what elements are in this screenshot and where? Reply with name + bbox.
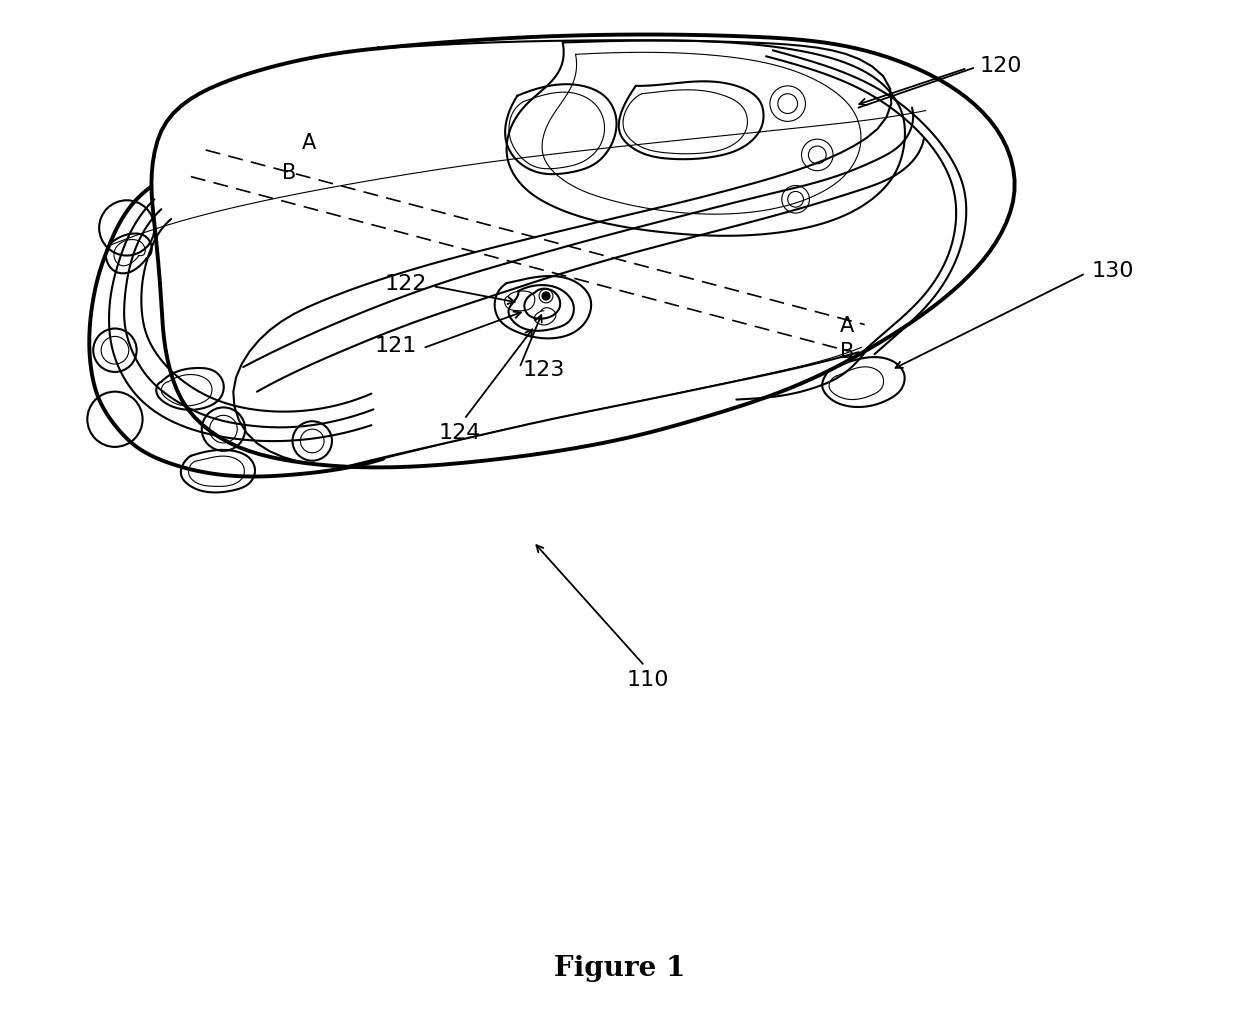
Text: B: B [283, 163, 296, 182]
Text: 110: 110 [626, 670, 668, 690]
Text: A: A [303, 133, 316, 153]
Circle shape [542, 292, 551, 300]
Text: 120: 120 [980, 56, 1023, 76]
Text: 121: 121 [374, 336, 417, 356]
Text: 122: 122 [384, 274, 427, 294]
Text: 124: 124 [439, 423, 481, 443]
Text: A: A [839, 315, 854, 336]
Text: Figure 1: Figure 1 [554, 955, 686, 982]
Text: 123: 123 [522, 360, 564, 380]
Text: 130: 130 [1091, 261, 1135, 282]
Text: B: B [839, 342, 854, 362]
